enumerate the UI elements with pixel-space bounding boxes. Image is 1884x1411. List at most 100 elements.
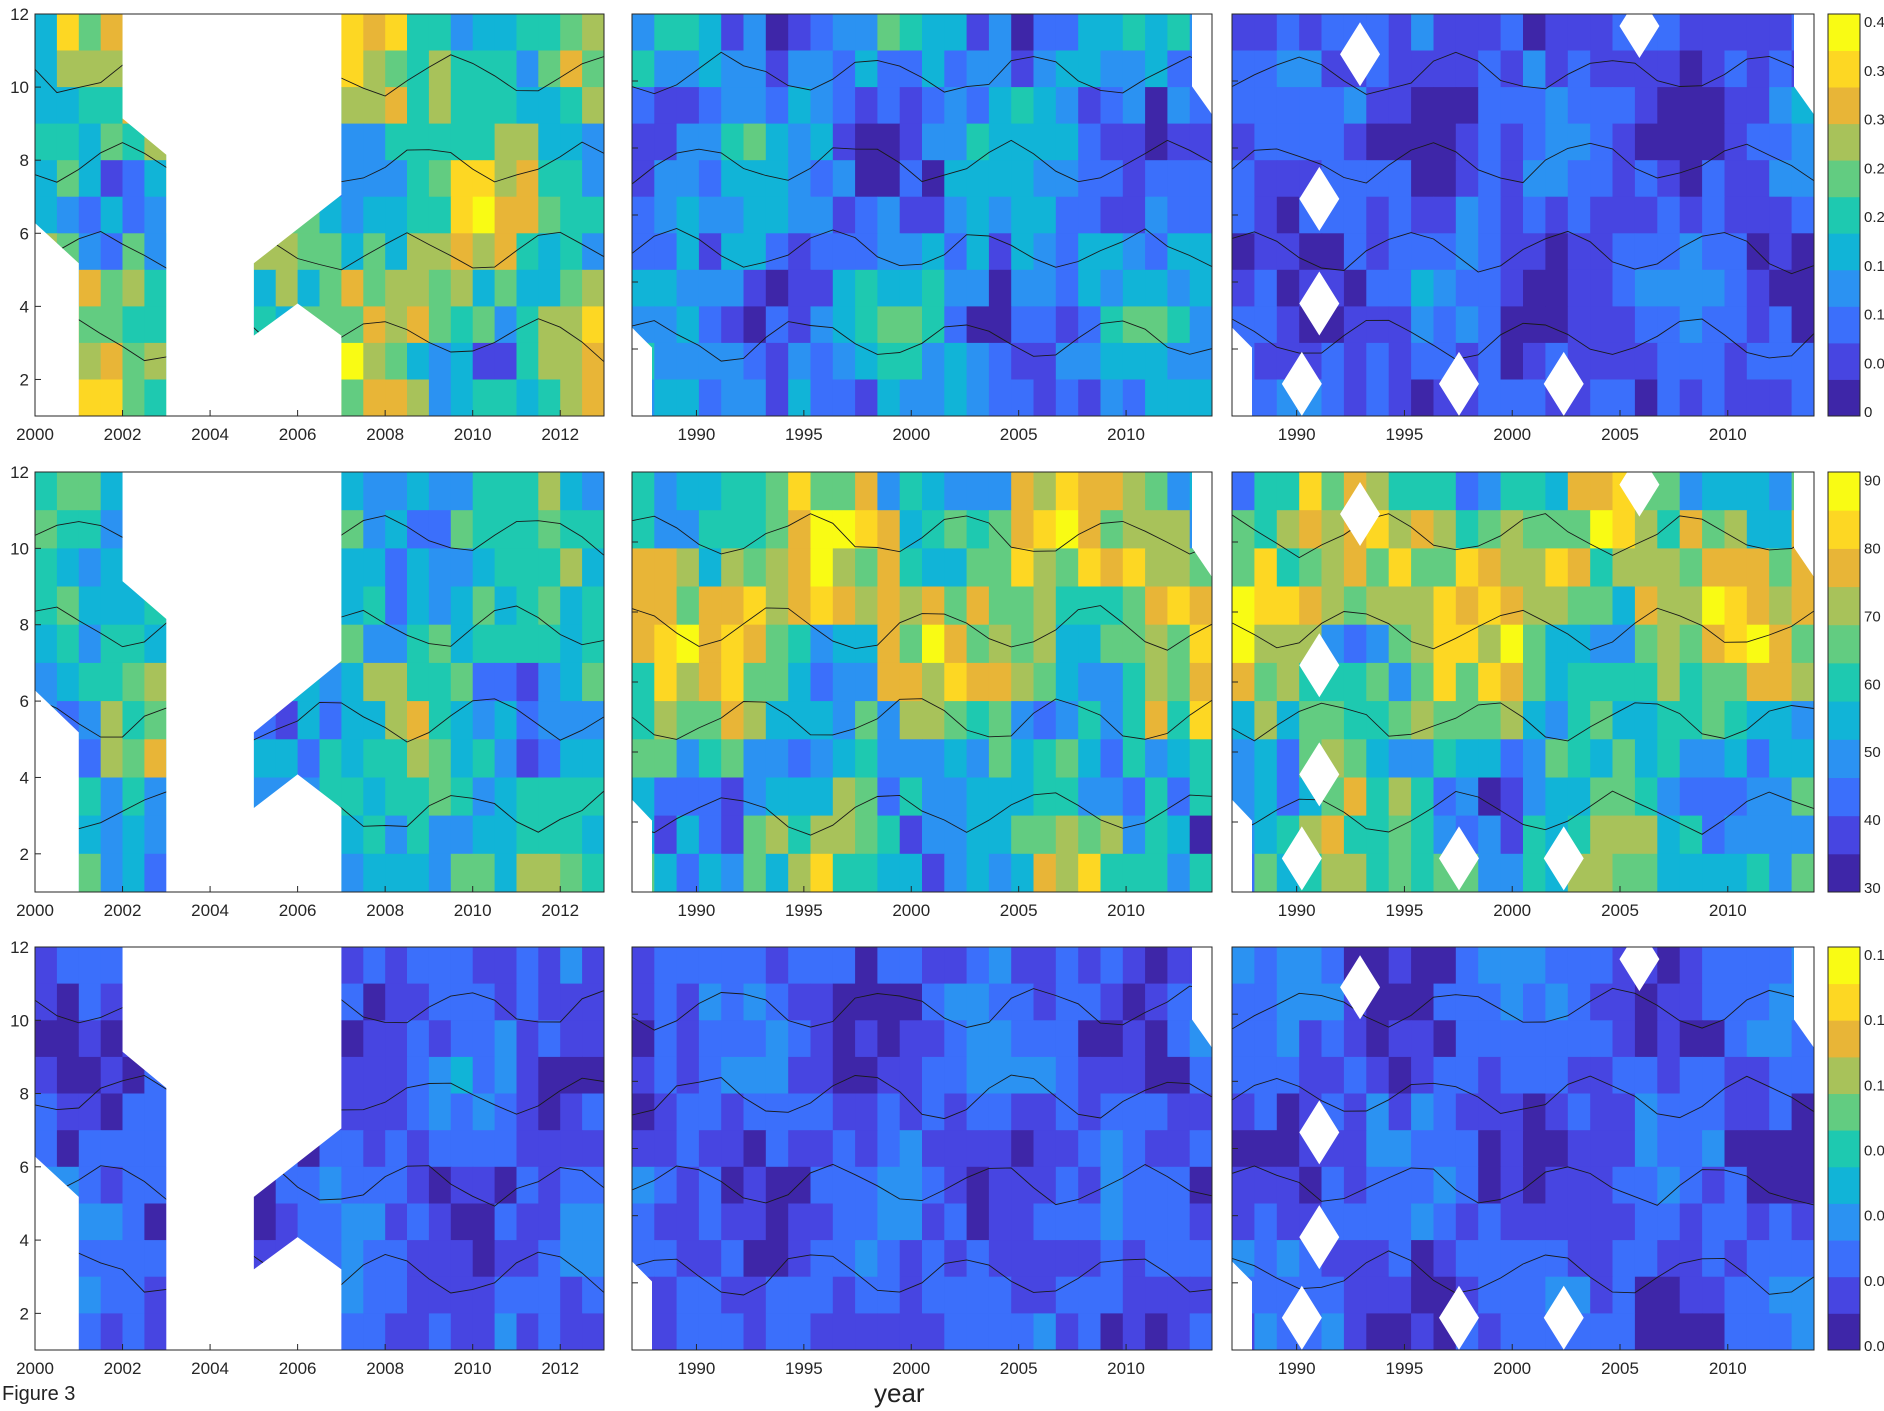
contour-cell bbox=[1791, 1130, 1814, 1168]
contour-cell bbox=[363, 1203, 386, 1241]
colorbar-swatch bbox=[1828, 269, 1860, 307]
contour-cell bbox=[698, 306, 722, 344]
contour-cell bbox=[297, 233, 321, 271]
contour-cell bbox=[1769, 472, 1793, 511]
contour-line bbox=[632, 698, 1212, 740]
contour-cell bbox=[1122, 701, 1146, 740]
contour-cell bbox=[1724, 739, 1748, 779]
contour-cell bbox=[144, 1093, 167, 1131]
contour-cell bbox=[428, 1130, 452, 1168]
contour-cell bbox=[1055, 1276, 1079, 1314]
x-tick-label: 2000 bbox=[1493, 901, 1531, 920]
contour-cell bbox=[944, 1093, 968, 1131]
contour-cell bbox=[654, 815, 678, 855]
contour-cell bbox=[765, 1276, 789, 1314]
contour-cell bbox=[988, 160, 1012, 198]
contour-cell bbox=[1366, 1203, 1390, 1241]
contour-cell bbox=[1791, 586, 1814, 626]
contour-cell bbox=[1523, 1276, 1546, 1314]
contour-cell bbox=[1167, 983, 1191, 1021]
contour-cell bbox=[428, 662, 452, 702]
contour-cell bbox=[1299, 947, 1323, 985]
contour-cell bbox=[450, 269, 474, 307]
contour-cell bbox=[450, 123, 474, 161]
contour-cell bbox=[1055, 739, 1079, 779]
contour-cell bbox=[341, 233, 364, 271]
contour-cell bbox=[1567, 1020, 1591, 1058]
contour-cell bbox=[877, 586, 901, 626]
colorbar-swatch bbox=[1828, 1166, 1860, 1204]
x-tick-label: 2000 bbox=[1493, 425, 1531, 444]
contour-cell bbox=[877, 947, 901, 985]
contour-cell bbox=[1791, 701, 1814, 740]
contour-cell bbox=[1055, 50, 1079, 88]
contour-cell bbox=[35, 123, 58, 161]
contour-line bbox=[1232, 987, 1814, 1030]
contour-cell bbox=[472, 1166, 496, 1204]
contour-cell bbox=[1100, 947, 1124, 985]
contour-cell bbox=[1388, 510, 1412, 549]
contour-cell bbox=[1100, 1276, 1124, 1314]
contour-cell bbox=[1078, 1240, 1102, 1278]
x-tick-label: 2000 bbox=[892, 901, 930, 920]
x-axis-label: year bbox=[874, 1378, 925, 1408]
contour-cell bbox=[428, 1240, 452, 1278]
contour-cell bbox=[676, 123, 700, 161]
contour-cell bbox=[899, 14, 923, 52]
contour-cell bbox=[100, 269, 124, 307]
contour-cell bbox=[810, 1093, 834, 1131]
y-tick-label: 10 bbox=[10, 539, 29, 558]
contour-cell bbox=[1590, 87, 1614, 125]
contour-cell bbox=[1702, 342, 1726, 380]
contour-cell bbox=[1276, 1166, 1300, 1204]
contour-cell bbox=[494, 815, 518, 855]
contour-cell bbox=[1455, 1020, 1479, 1058]
contour-cell bbox=[743, 1203, 767, 1241]
contour-cell bbox=[1145, 1166, 1168, 1204]
contour-cell bbox=[1590, 1130, 1614, 1168]
contour-cell bbox=[1769, 1056, 1793, 1095]
contour-cell bbox=[1343, 1203, 1367, 1241]
contour-cell bbox=[122, 1130, 145, 1168]
x-tick-label: 1990 bbox=[1278, 1359, 1316, 1378]
contour-cell bbox=[1791, 1166, 1814, 1204]
contour-cell bbox=[1545, 739, 1569, 779]
contour-cell bbox=[944, 1240, 968, 1278]
contour-cell bbox=[450, 1020, 474, 1058]
contour-cell bbox=[676, 947, 700, 985]
contour-cell bbox=[1388, 548, 1412, 588]
contour-cell bbox=[1433, 14, 1457, 52]
contour-cell bbox=[1033, 87, 1057, 125]
colorbar-tick-label: 70 bbox=[1864, 608, 1881, 625]
contour-cell bbox=[922, 123, 945, 161]
colorbar-tick-label: 0.02 bbox=[1864, 1338, 1884, 1355]
contour-cell bbox=[407, 50, 430, 88]
contour-cell bbox=[1545, 14, 1569, 52]
contour-cell bbox=[1724, 624, 1748, 664]
contour-cell bbox=[1478, 306, 1502, 344]
x-tick-label: 2005 bbox=[1000, 901, 1038, 920]
contour-cell bbox=[743, 586, 767, 626]
contour-cell bbox=[1657, 1240, 1681, 1278]
contour-cell bbox=[1055, 983, 1079, 1021]
contour-cell bbox=[1343, 853, 1367, 892]
missing-data-diamond bbox=[1438, 1285, 1479, 1350]
contour-cell bbox=[1411, 379, 1435, 416]
contour-cell bbox=[1612, 87, 1636, 125]
contour-line bbox=[632, 792, 1212, 836]
contour-cell bbox=[1388, 269, 1412, 307]
contour-cell bbox=[385, 510, 408, 549]
contour-cell bbox=[966, 196, 990, 234]
contour-cell bbox=[1100, 701, 1124, 740]
contour-cell bbox=[1791, 662, 1814, 702]
contour-cell bbox=[516, 379, 539, 416]
contour-cell bbox=[1612, 1056, 1636, 1095]
contour-cell bbox=[100, 815, 124, 855]
contour-cell bbox=[1411, 160, 1435, 198]
contour-cell bbox=[1545, 87, 1569, 125]
contour-cell bbox=[899, 160, 923, 198]
contour-cell bbox=[1746, 269, 1770, 307]
contour-cell bbox=[1366, 1166, 1390, 1204]
contour-cell bbox=[855, 342, 878, 380]
y-tick-label: 2 bbox=[20, 370, 29, 389]
